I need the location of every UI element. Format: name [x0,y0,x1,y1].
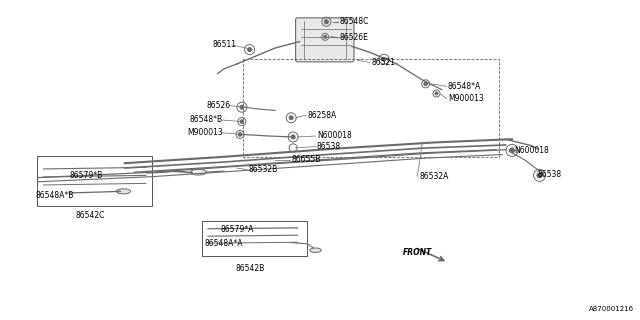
Text: 86542C: 86542C [76,211,105,220]
Text: N600018: N600018 [317,132,351,140]
Circle shape [324,20,328,24]
Text: 86542B: 86542B [236,264,265,273]
Bar [202,221,307,256]
Text: 86548C: 86548C [339,17,369,26]
Ellipse shape [116,189,131,194]
Text: 86548*B: 86548*B [189,116,223,124]
Text: 86548*A: 86548*A [448,82,481,91]
Text: 86511: 86511 [212,40,237,49]
Text: 86532B: 86532B [248,165,278,174]
Text: 86579*B: 86579*B [69,171,102,180]
Text: 86548A*A: 86548A*A [205,239,243,248]
Text: 86258A: 86258A [307,111,337,120]
Text: A870001216: A870001216 [588,306,634,312]
Text: M900013: M900013 [187,128,223,137]
Bar [37,156,152,206]
Circle shape [509,148,515,153]
Text: 86526: 86526 [206,101,230,110]
Circle shape [240,105,244,109]
Text: 86538: 86538 [317,142,341,151]
Circle shape [424,82,428,86]
Circle shape [238,132,242,136]
Ellipse shape [191,169,206,175]
Circle shape [382,57,386,61]
Circle shape [435,92,438,95]
FancyBboxPatch shape [296,18,354,62]
Text: 86655B: 86655B [291,156,321,164]
Text: N600018: N600018 [514,146,548,155]
Text: 86538: 86538 [538,170,562,179]
Circle shape [248,48,252,52]
Text: 86526E: 86526E [339,33,368,42]
Circle shape [537,173,542,178]
Circle shape [324,35,326,38]
Ellipse shape [310,248,321,252]
Text: FRONT: FRONT [403,248,433,257]
Text: 86548A*B: 86548A*B [35,191,74,200]
Text: 86579*A: 86579*A [221,225,254,234]
Text: 86521: 86521 [371,58,396,67]
Text: M900013: M900013 [448,94,484,103]
Text: 86532A: 86532A [419,172,449,181]
Circle shape [240,120,244,124]
Circle shape [289,116,293,120]
Circle shape [291,135,295,139]
